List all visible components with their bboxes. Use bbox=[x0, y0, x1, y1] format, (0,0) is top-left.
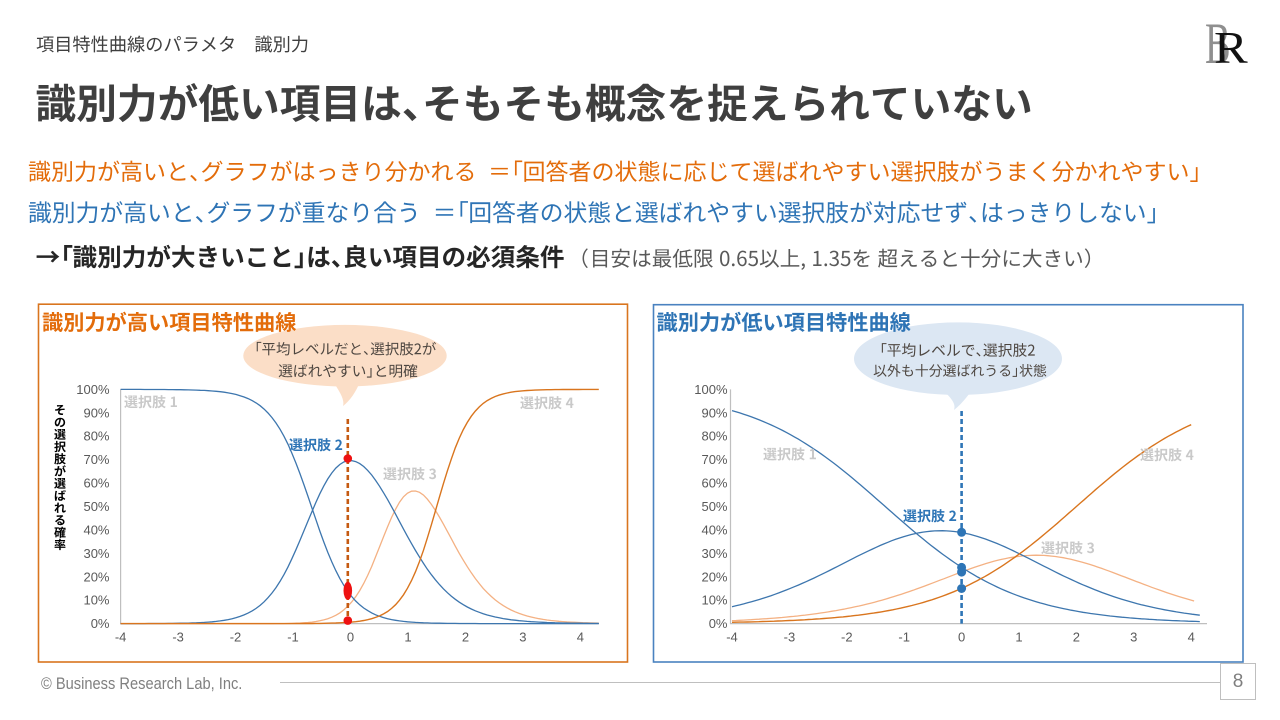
svg-text:-4: -4 bbox=[726, 630, 738, 645]
svg-text:-2: -2 bbox=[230, 630, 242, 645]
svg-text:80%: 80% bbox=[701, 429, 727, 444]
svg-text:10%: 10% bbox=[701, 593, 727, 608]
svg-text:3: 3 bbox=[1130, 630, 1137, 645]
svg-text:70%: 70% bbox=[83, 452, 109, 467]
svg-text:0: 0 bbox=[958, 630, 965, 645]
svg-text:-3: -3 bbox=[172, 630, 184, 645]
svg-text:2: 2 bbox=[1073, 630, 1080, 645]
svg-text:0%: 0% bbox=[709, 616, 728, 631]
svg-text:60%: 60% bbox=[83, 476, 109, 491]
svg-text:50%: 50% bbox=[83, 499, 109, 514]
svg-text:3: 3 bbox=[519, 630, 526, 645]
svg-text:50%: 50% bbox=[701, 499, 727, 514]
svg-text:30%: 30% bbox=[83, 546, 109, 561]
svg-text:4: 4 bbox=[1188, 630, 1195, 645]
svg-text:80%: 80% bbox=[83, 429, 109, 444]
svg-text:1: 1 bbox=[1015, 630, 1022, 645]
svg-text:30%: 30% bbox=[701, 546, 727, 561]
svg-text:0: 0 bbox=[347, 630, 354, 645]
svg-text:-4: -4 bbox=[115, 630, 127, 645]
svg-text:100%: 100% bbox=[694, 382, 728, 397]
svg-text:4: 4 bbox=[577, 630, 584, 645]
svg-text:70%: 70% bbox=[701, 452, 727, 467]
svg-text:-3: -3 bbox=[784, 630, 796, 645]
svg-text:90%: 90% bbox=[701, 405, 727, 420]
svg-text:-2: -2 bbox=[841, 630, 853, 645]
svg-text:90%: 90% bbox=[83, 405, 109, 420]
svg-text:20%: 20% bbox=[701, 569, 727, 584]
svg-text:2: 2 bbox=[462, 630, 469, 645]
svg-text:40%: 40% bbox=[83, 522, 109, 537]
svg-text:100%: 100% bbox=[76, 382, 110, 397]
svg-text:-1: -1 bbox=[287, 630, 299, 645]
svg-text:40%: 40% bbox=[701, 522, 727, 537]
svg-text:10%: 10% bbox=[83, 593, 109, 608]
svg-text:-1: -1 bbox=[898, 630, 910, 645]
svg-text:0%: 0% bbox=[91, 616, 110, 631]
svg-text:1: 1 bbox=[404, 630, 411, 645]
svg-text:20%: 20% bbox=[83, 569, 109, 584]
svg-text:60%: 60% bbox=[701, 476, 727, 491]
